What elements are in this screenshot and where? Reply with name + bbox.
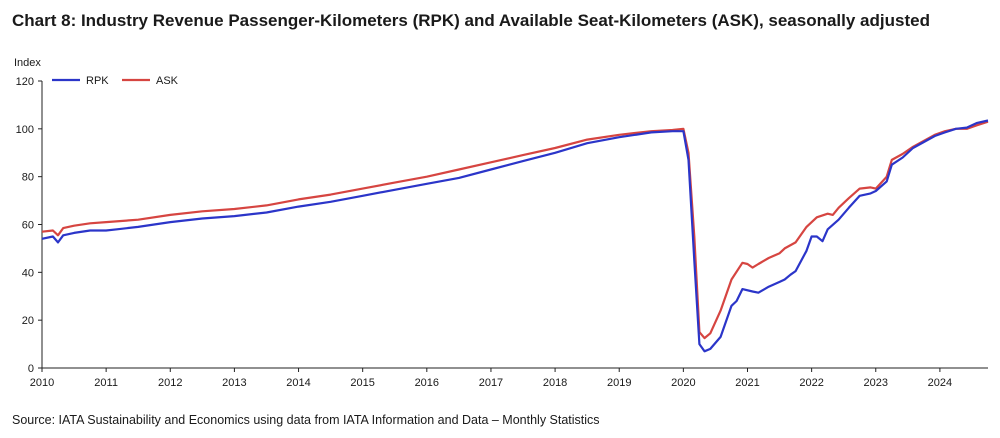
x-tick-label: 2015 xyxy=(350,377,374,389)
x-tick-label: 2010 xyxy=(30,377,54,389)
legend-label-rpk: RPK xyxy=(86,75,109,87)
axes: 0 20 40 60 80 100 120 2010 2011 2012 2013 2014 2015 2… xyxy=(16,76,988,389)
y-tick-label: 120 xyxy=(16,76,34,88)
x-tick-label: 2013 xyxy=(222,377,246,389)
y-tick-label: 20 xyxy=(22,315,34,327)
source-note: Source: IATA Sustainability and Economic… xyxy=(12,413,600,427)
y-tick-label: 40 xyxy=(22,267,34,279)
x-tick-label: 2011 xyxy=(94,377,118,389)
x-tick-label: 2023 xyxy=(864,377,888,389)
legend: RPK ASK xyxy=(52,75,179,87)
y-tick-label: 80 xyxy=(22,172,34,184)
x-tick-label: 2024 xyxy=(928,377,952,389)
y-tick-label: 100 xyxy=(16,124,34,136)
x-tick-label: 2022 xyxy=(799,377,823,389)
series-layer xyxy=(41,119,989,353)
x-tick-label: 2021 xyxy=(735,377,759,389)
x-tick-label: 2017 xyxy=(479,377,503,389)
y-axis-label: Index xyxy=(14,57,41,69)
y-tick-label: 0 xyxy=(28,363,34,375)
series-line-rpk xyxy=(41,119,989,353)
chart-title: Chart 8: Industry Revenue Passenger-Kilo… xyxy=(12,11,930,30)
x-tick-label: 2014 xyxy=(286,377,310,389)
y-tick-label: 60 xyxy=(22,220,34,232)
x-tick-label: 2019 xyxy=(607,377,631,389)
series-line-ask xyxy=(41,120,989,340)
x-tick-label: 2018 xyxy=(543,377,567,389)
legend-label-ask: ASK xyxy=(156,75,179,87)
x-tick-label: 2020 xyxy=(671,377,695,389)
x-tick-label: 2016 xyxy=(415,377,439,389)
x-tick-label: 2012 xyxy=(158,377,182,389)
